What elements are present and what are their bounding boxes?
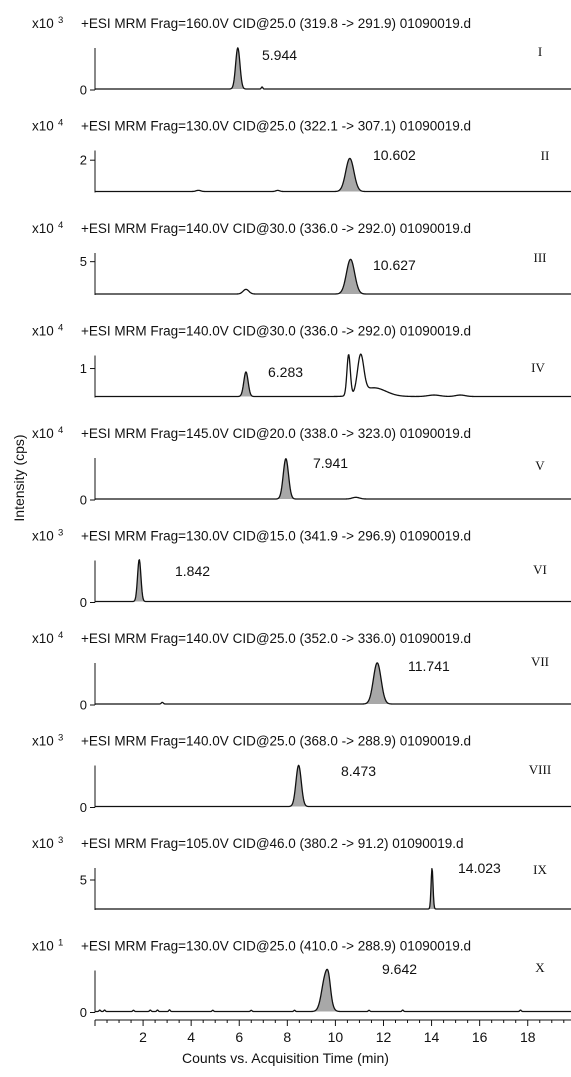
peak-fill [337, 259, 364, 294]
panel-header: +ESI MRM Frag=105.0V CID@46.0 (380.2 -> … [81, 836, 464, 851]
peak-fill [336, 158, 363, 192]
peak-retention-label: 11.741 [408, 658, 450, 674]
chromatogram-trace [94, 353, 571, 398]
peak-retention-label: 14.023 [458, 860, 501, 876]
chromatogram-trace [94, 157, 571, 193]
x-tick-label: 6 [235, 1029, 243, 1045]
panel-roman-numeral: II [541, 148, 550, 163]
panel-y-tick-label: 0 [80, 800, 87, 815]
panel-header: +ESI MRM Frag=130.0V CID@25.0 (322.1 -> … [81, 119, 471, 134]
panel-header: +ESI MRM Frag=140.0V CID@30.0 (336.0 -> … [81, 221, 471, 236]
panel-y-tick-label: 0 [80, 493, 87, 508]
x-axis-label: Counts vs. Acquisition Time (min) [182, 1050, 389, 1066]
panel-roman-numeral: V [535, 458, 545, 473]
peak-fill [313, 969, 339, 1012]
panel-header: +ESI MRM Frag=160.0V CID@25.0 (319.8 -> … [81, 16, 471, 31]
chromatogram-trace [94, 458, 571, 500]
x-tick-label: 2 [139, 1029, 147, 1045]
panel-y-tick-label: 1 [80, 361, 87, 376]
chromatogram-trace [94, 662, 571, 705]
panel-exponent: 4 [58, 425, 63, 436]
panel-header: +ESI MRM Frag=130.0V CID@15.0 (341.9 -> … [81, 529, 471, 544]
panel-y-tick-label: 0 [80, 698, 87, 713]
panel-multiplier: x10 [32, 221, 54, 236]
panel-multiplier: x10 [32, 426, 54, 441]
panel-roman-numeral: IX [533, 862, 547, 877]
peak-retention-label: 1.842 [175, 563, 210, 579]
panel-multiplier: x10 [32, 734, 54, 749]
panel-y-tick-label: 0 [80, 595, 87, 610]
panel-roman-numeral: I [538, 44, 542, 59]
panel-y-tick-label: 2 [80, 153, 87, 168]
x-tick-label: 14 [424, 1029, 440, 1045]
panel-roman-numeral: X [535, 960, 545, 975]
x-tick-label: 10 [328, 1029, 344, 1045]
panel-header: +ESI MRM Frag=140.0V CID@25.0 (368.0 -> … [81, 734, 471, 749]
panel-roman-numeral: VIII [529, 762, 551, 777]
peak-retention-label: 9.642 [382, 961, 417, 977]
panel-exponent: 3 [58, 835, 63, 846]
peak-retention-label: 8.473 [341, 763, 376, 779]
panel-roman-numeral: VII [531, 654, 549, 669]
panel-header: +ESI MRM Frag=140.0V CID@25.0 (352.0 -> … [81, 631, 471, 646]
panel-exponent: 4 [58, 118, 63, 129]
x-tick-label: 4 [187, 1029, 195, 1045]
panel-multiplier: x10 [32, 939, 54, 954]
panel-y-tick-label: 5 [80, 254, 87, 269]
x-tick-label: 16 [472, 1029, 488, 1045]
panel-exponent: 3 [58, 733, 63, 744]
panel-multiplier: x10 [32, 836, 54, 851]
y-axis-label: Intensity (cps) [11, 434, 27, 522]
x-tick-label: 12 [376, 1029, 392, 1045]
peak-retention-label: 10.627 [373, 257, 416, 273]
peak-fill [277, 458, 295, 499]
chromatogram-trace [94, 559, 571, 603]
peak-retention-label: 10.602 [373, 147, 416, 163]
chromatogram-trace [94, 258, 571, 295]
peak-retention-label: 7.941 [313, 455, 348, 471]
peak-fill [290, 765, 308, 807]
panel-roman-numeral: IV [531, 360, 545, 375]
x-tick-label: 8 [283, 1029, 291, 1045]
panel-y-tick-label: 0 [80, 1005, 87, 1020]
panel-roman-numeral: VI [533, 562, 547, 577]
panel-exponent: 3 [58, 528, 63, 539]
panel-roman-numeral: III [534, 250, 547, 265]
peak-retention-label: 5.944 [262, 47, 297, 63]
panel-y-tick-label: 5 [80, 873, 87, 888]
panel-multiplier: x10 [32, 631, 54, 646]
panel-exponent: 3 [58, 15, 63, 26]
panel-header: +ESI MRM Frag=130.0V CID@25.0 (410.0 -> … [81, 939, 471, 954]
x-tick-label: 18 [520, 1029, 536, 1045]
panel-exponent: 4 [58, 220, 63, 231]
panel-exponent: 4 [58, 323, 63, 334]
panel-y-tick-label: 0 [80, 83, 87, 98]
panel-header: +ESI MRM Frag=145.0V CID@20.0 (338.0 -> … [81, 426, 471, 441]
panel-multiplier: x10 [32, 324, 54, 339]
chromatogram-trace [94, 47, 571, 90]
chromatogram-trace [94, 764, 571, 808]
panel-exponent: 4 [58, 630, 63, 641]
peak-fill [364, 662, 390, 704]
peak-retention-label: 6.283 [268, 364, 303, 380]
panel-multiplier: x10 [32, 16, 54, 31]
panel-exponent: 1 [58, 938, 63, 949]
chromatogram-trace [94, 868, 571, 910]
panel-header: +ESI MRM Frag=140.0V CID@30.0 (336.0 -> … [81, 324, 471, 339]
chromatogram-trace [94, 968, 571, 1013]
panel-multiplier: x10 [32, 119, 54, 134]
panel-multiplier: x10 [32, 529, 54, 544]
